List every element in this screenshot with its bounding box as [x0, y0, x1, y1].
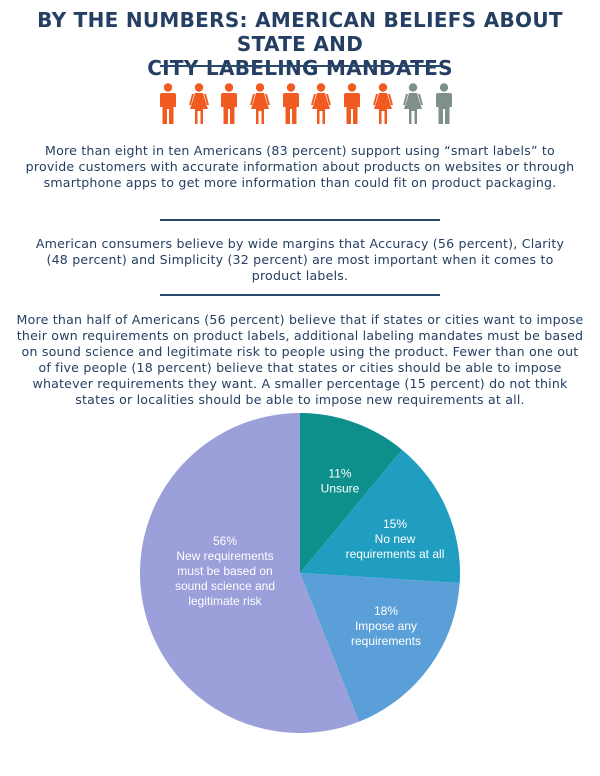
paragraph-smart-labels: More than eight in ten Americans (83 per… [25, 143, 575, 190]
pie-slice-label: 15% No new requirements at all [346, 517, 445, 561]
person-man-icon [221, 83, 238, 124]
person-woman-icon [188, 83, 209, 124]
title-line-1: BY THE NUMBERS: AMERICAN BELIEFS ABOUT S… [37, 8, 563, 56]
title-line-2: CITY LABELING MANDATES [147, 56, 453, 80]
person-woman-icon [311, 83, 332, 124]
person-man-icon [435, 83, 452, 124]
pie-slice-no-new-requirements-at-all [300, 449, 460, 584]
person-man-icon [343, 83, 360, 124]
person-man-icon [282, 83, 299, 124]
divider [160, 219, 440, 221]
divider [160, 294, 440, 296]
paragraph-label-priorities: American consumers believe by wide margi… [35, 236, 565, 283]
person-woman-icon [249, 83, 270, 124]
divider [160, 65, 440, 67]
page-title: BY THE NUMBERS: AMERICAN BELIEFS ABOUT S… [0, 8, 600, 80]
people-icon-row [158, 83, 454, 125]
pie-slice-new-requirements-must-be-based-on-sound-science-and-legitimate-risk [139, 413, 359, 733]
pie-slice-label: 56% New requirements must be based on sound… [175, 534, 275, 608]
pie-slice-label: 11% Unsure [321, 467, 360, 496]
paragraph-state-mandates: More than half of Americans (56 percent)… [16, 312, 584, 407]
person-woman-icon [403, 83, 424, 124]
pie-slice-unsure [300, 413, 402, 573]
person-woman-icon [372, 83, 393, 124]
pie-slice-label: 18% Impose any requirements [351, 604, 421, 648]
person-man-icon [160, 83, 176, 124]
pie-slice-impose-any-requirements [300, 573, 460, 722]
